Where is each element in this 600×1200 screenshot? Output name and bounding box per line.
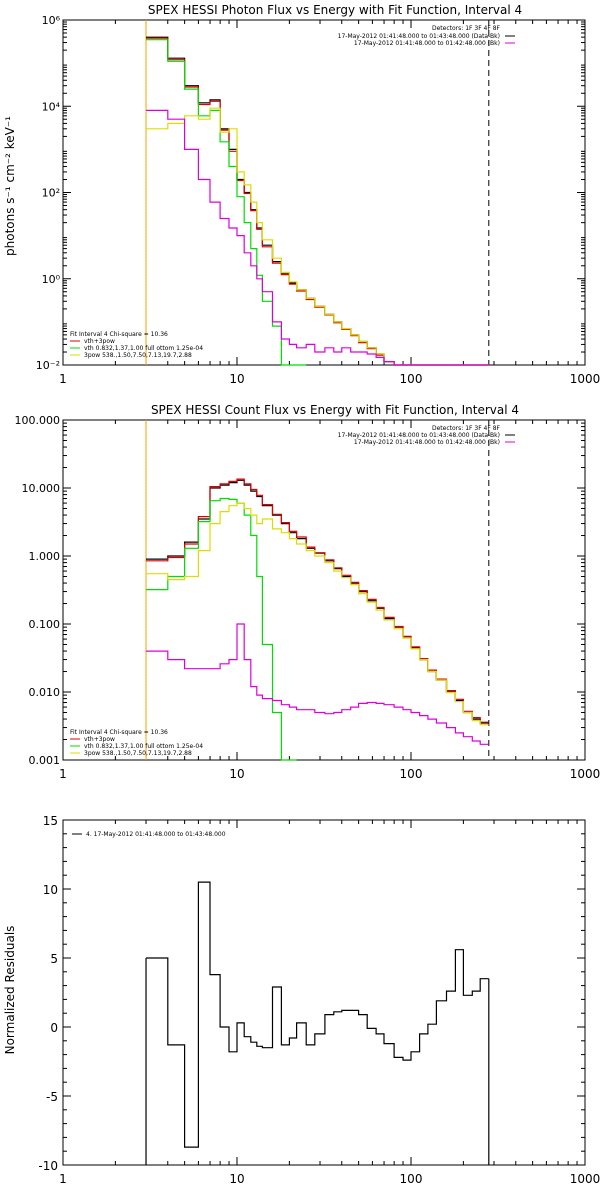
photon-flux-fit-legend: Fit Interval 4 Chi-square = 10.36 vth+3p…	[70, 331, 203, 359]
count-flux-plot-frame	[62, 419, 586, 761]
series-step-line	[146, 623, 489, 745]
fit-chi-square-label: Fit Interval 4 Chi-square = 10.36	[70, 331, 168, 338]
y-tick-label: 10⁴	[42, 100, 61, 113]
x-tick-label: 1	[59, 1172, 67, 1186]
series-step-line	[146, 36, 489, 366]
photon-flux-reference-lines	[145, 20, 490, 365]
residuals-panel: Normalized Residuals 1 10 100 1000 -10 -5 0 5 10…	[3, 814, 600, 1186]
bk-interval-label: 17-May-2012 01:41:48.000 to 01:42:48.000…	[354, 439, 500, 446]
y-tick-label: 10⁰	[42, 273, 61, 286]
data-bk-interval-label: 17-May-2012 01:41:48.000 to 01:43:48.000…	[338, 432, 500, 439]
x-tick-label: 1	[59, 767, 67, 781]
y-tick-label: 0.001	[29, 754, 61, 767]
series-step-line	[146, 478, 489, 723]
x-tick-label: 100	[400, 1172, 423, 1186]
y-tick-label: -5	[46, 1090, 58, 1104]
y-tick-label: 5	[50, 952, 58, 966]
count-flux-axes: 1 10 100 1000 0.001 0.010 0.100 1.000 10.000 100.…	[15, 414, 600, 781]
photon-flux-plot-frame	[62, 19, 586, 366]
x-tick-label: 100	[400, 767, 423, 781]
y-tick-label: 0	[50, 1021, 58, 1035]
photon-flux-axes: 1 10 100 1000 10⁻² 10⁰ 10² 10⁴ 10⁶	[36, 14, 600, 386]
count-flux-series	[146, 478, 489, 761]
count-flux-panel: SPEX HESSI Count Flux vs Energy with Fit…	[15, 403, 600, 781]
count-flux-title: SPEX HESSI Count Flux vs Energy with Fit…	[151, 403, 519, 417]
fit-powerlaw-legend-label: 3pow 538.,1.50,7.50,7.13,19.7,2.88	[84, 352, 192, 359]
photon-flux-panel: SPEX HESSI Photon Flux vs Energy with Fi…	[3, 3, 600, 386]
series-step-line	[146, 881, 489, 1148]
y-tick-label: 1.000	[29, 550, 61, 563]
series-step-line	[146, 107, 489, 366]
y-tick-label: 10⁶	[42, 14, 61, 27]
x-tick-label: 1000	[570, 767, 600, 781]
bk-interval-label: 17-May-2012 01:41:48.000 to 01:42:48.000…	[354, 40, 500, 47]
photon-flux-series	[146, 36, 489, 366]
fit-chi-square-label: Fit Interval 4 Chi-square = 10.36	[70, 729, 168, 736]
y-tick-label: 0.100	[29, 618, 61, 631]
residuals-y-label: Normalized Residuals	[3, 926, 17, 1055]
residuals-legend-label: 4. 17-May-2012 01:41:48.000 to 01:43:48.…	[86, 831, 226, 838]
residuals-series	[145, 881, 490, 1165]
series-step-line	[146, 497, 297, 761]
y-tick-label: 10	[43, 883, 58, 897]
fit-thermal-legend-label: vth 0.832,1.37,1.00 full ottom 1.25e-04	[84, 345, 203, 352]
count-flux-fit-legend: Fit Interval 4 Chi-square = 10.36 vth+3p…	[70, 729, 203, 757]
series-step-line	[146, 39, 307, 366]
residuals-axes: 1 10 100 1000 -10 -5 0 5 10 15	[38, 814, 600, 1186]
series-step-line	[146, 502, 489, 726]
x-tick-label: 1000	[570, 372, 600, 386]
y-tick-label: -10	[38, 1159, 58, 1173]
count-flux-top-right-legend: Detectors: 1F 3F 4F 8F 17-May-2012 01:41…	[338, 425, 515, 446]
y-tick-label: 10²	[42, 187, 60, 200]
y-tick-label: 10.000	[22, 482, 61, 495]
fit-total-legend-label: vth+3pow	[84, 338, 115, 345]
data-bk-interval-label: 17-May-2012 01:41:48.000 to 01:43:48.000…	[338, 33, 500, 40]
x-tick-label: 100	[400, 372, 423, 386]
detectors-label: Detectors: 1F 3F 4F 8F	[432, 425, 501, 432]
series-step-line	[146, 37, 489, 366]
series-step-line	[146, 479, 489, 724]
y-tick-label: 100.000	[15, 414, 61, 427]
fit-thermal-legend-label: vth 0.832,1.37,1.00 full ottom 1.25e-04	[84, 743, 203, 750]
x-tick-label: 10	[229, 372, 244, 386]
x-tick-label: 1000	[570, 1172, 600, 1186]
photon-flux-title: SPEX HESSI Photon Flux vs Energy with Fi…	[148, 3, 522, 17]
count-flux-reference-lines	[145, 420, 490, 760]
y-tick-label: 10⁻²	[36, 359, 60, 372]
photon-flux-y-label: photons s⁻¹ cm⁻² keV⁻¹	[3, 116, 17, 256]
residuals-legend: 4. 17-May-2012 01:41:48.000 to 01:43:48.…	[72, 831, 226, 838]
y-tick-label: 15	[43, 814, 58, 828]
fit-total-legend-label: vth+3pow	[84, 736, 115, 743]
residuals-plot-frame	[62, 819, 586, 1166]
detectors-label: Detectors: 1F 3F 4F 8F	[432, 25, 501, 32]
x-tick-label: 1	[59, 372, 67, 386]
series-step-line	[146, 109, 489, 366]
photon-flux-top-right-legend: Detectors: 1F 3F 4F 8F 17-May-2012 01:41…	[338, 25, 515, 47]
y-tick-label: 0.010	[29, 686, 61, 699]
x-tick-label: 10	[229, 1172, 244, 1186]
fit-powerlaw-legend-label: 3pow 538.,1.50,7.50,7.13,19.7,2.88	[84, 750, 192, 757]
x-tick-label: 10	[229, 767, 244, 781]
